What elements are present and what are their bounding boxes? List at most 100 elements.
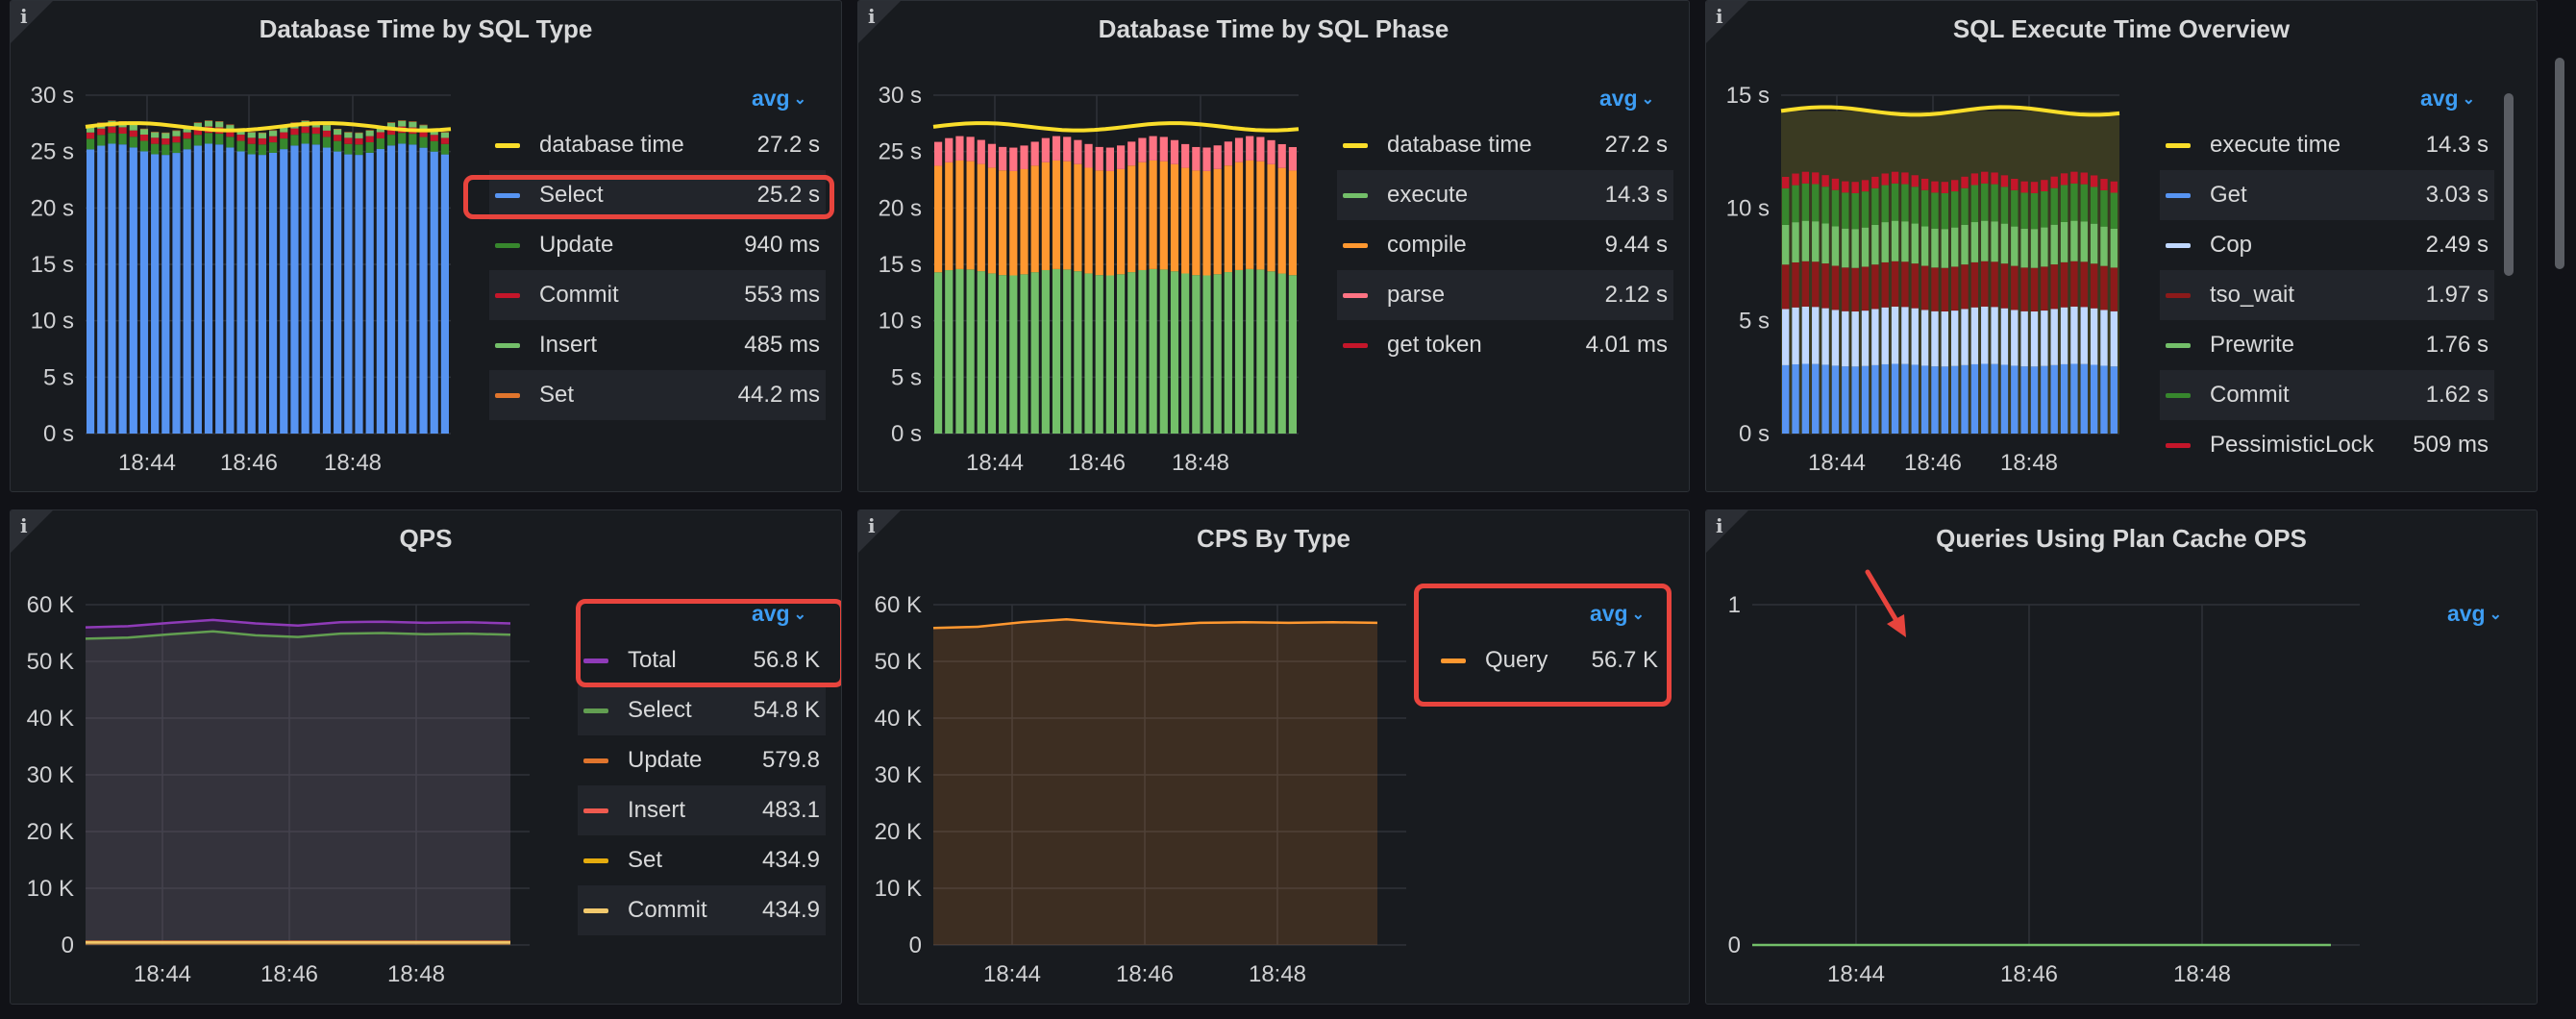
avg-sort-header[interactable]: avg ⌄	[1589, 601, 1645, 626]
bar-segment	[1891, 306, 1899, 364]
legend-item[interactable]: parse 2.12 s	[1337, 270, 1673, 320]
legend-item[interactable]: Get 3.03 s	[2160, 170, 2494, 220]
info-icon[interactable]: i	[20, 514, 28, 537]
bar-segment	[269, 142, 278, 153]
legend-item[interactable]: Query 56.7 K	[1435, 635, 1664, 685]
panel-title[interactable]: Database Time by SQL Type	[259, 14, 593, 43]
info-icon[interactable]: i	[868, 514, 876, 537]
bar-segment	[1246, 268, 1254, 434]
bar-segment	[172, 131, 181, 137]
legend-item[interactable]: Select 25.2 s	[489, 170, 826, 220]
bar-segment	[1041, 162, 1050, 271]
legend-item[interactable]: database time 27.2 s	[489, 120, 826, 170]
legend-item[interactable]: Cop 2.49 s	[2160, 220, 2494, 270]
legend-item[interactable]: Commit 1.62 s	[2160, 370, 2494, 420]
bar-segment	[1117, 145, 1126, 169]
bar-segment	[204, 143, 213, 434]
bar-segment	[966, 161, 975, 270]
bar-segment	[1851, 229, 1859, 268]
chart-database-time-by-sql-phase[interactable]: 0 s 5 s 10 s 15 s 20 s 25 s 30 s 18:44 18:46 18:4…	[858, 68, 1339, 476]
chart-database-time-by-sql-type[interactable]: 0 s 5 s 10 s 15 s 20 s 25 s 30 s 18:44 18:46 18:4…	[11, 68, 491, 476]
bar-segment	[355, 133, 363, 138]
chart-qps[interactable]: 0 10 K 20 K 30 K 40 K 50 K 60 K 18:44 18:46 18:48	[11, 578, 587, 987]
bar-segment	[2000, 364, 2009, 434]
legend-swatch	[2166, 243, 2191, 248]
legend-item[interactable]: Insert 485 ms	[489, 320, 826, 370]
bar-segment	[1812, 184, 1820, 222]
legend-item[interactable]: Select 54.8 K	[578, 685, 826, 735]
bar-segment	[269, 130, 278, 132]
legend-item[interactable]: compile 9.44 s	[1337, 220, 1673, 270]
legend-item[interactable]: Commit 553 ms	[489, 270, 826, 320]
legend-item[interactable]: Update 940 ms	[489, 220, 826, 270]
avg-sort-header[interactable]: avg ⌄	[751, 86, 806, 111]
legend-item[interactable]: Set 434.9	[578, 835, 826, 885]
legend-name: Select	[628, 697, 692, 723]
bar-segment	[1801, 183, 1810, 221]
panel-title[interactable]: Queries Using Plan Cache OPS	[1936, 524, 2307, 553]
info-icon[interactable]: i	[20, 5, 28, 28]
y-tick-label: 10 s	[1726, 195, 1770, 221]
panel-title[interactable]: SQL Execute Time Overview	[1952, 14, 2291, 43]
bar-segment	[1267, 139, 1276, 164]
info-icon[interactable]: i	[1716, 5, 1723, 28]
avg-sort-header[interactable]: avg ⌄	[751, 601, 806, 626]
legend-item[interactable]: PessimisticLock 509 ms	[2160, 420, 2494, 470]
legend-item[interactable]: tso_wait 1.97 s	[2160, 270, 2494, 320]
bar-segment	[1224, 272, 1232, 434]
legend-item[interactable]: execute 14.3 s	[1337, 170, 1673, 220]
bar-segment	[1931, 181, 1939, 193]
bar-segment	[977, 271, 985, 434]
bar-segment	[419, 147, 428, 434]
bar-segment	[2060, 307, 2068, 364]
legend-item[interactable]: Update 579.8	[578, 735, 826, 785]
bar-segment	[1224, 141, 1232, 166]
panel-info-corner[interactable]	[1706, 1, 1748, 43]
legend-name: Commit	[628, 897, 707, 923]
panel-title[interactable]: CPS By Type	[1197, 524, 1350, 553]
chart-queries-using-plan-cache-ops[interactable]: 0 1 18:44 18:46 18:48	[1706, 578, 2379, 987]
info-icon[interactable]: i	[1716, 514, 1723, 537]
legend-item[interactable]: get token 4.01 ms	[1337, 320, 1673, 370]
panel-title[interactable]: Database Time by SQL Phase	[1098, 14, 1449, 43]
legend-value: 56.8 K	[753, 647, 820, 673]
chart-cps-by-type[interactable]: 0 10 K 20 K 30 K 40 K 50 K 60 K 18:44 18:46 18:48	[858, 578, 1435, 987]
y-tick-label: 50 K	[27, 649, 74, 675]
y-tick-label: 10 s	[31, 309, 74, 335]
legend-scrollbar[interactable]	[2504, 93, 2514, 276]
legend-swatch	[1343, 193, 1368, 198]
legend-item[interactable]: database time 27.2 s	[1337, 120, 1673, 170]
bar-segment	[1891, 363, 1899, 434]
info-icon[interactable]: i	[868, 5, 876, 28]
bar-segment	[1991, 221, 1998, 262]
page-scrollbar[interactable]	[2555, 58, 2564, 269]
bar-segment	[280, 149, 288, 435]
bar-segment	[1041, 270, 1050, 434]
avg-sort-header[interactable]: avg ⌄	[1598, 86, 1654, 111]
chart-sql-execute-time-overview[interactable]: 0 s 5 s 10 s 15 s 18:44 18:46 18:48	[1706, 68, 2187, 476]
avg-sort-header[interactable]: avg ⌄	[2419, 86, 2475, 111]
panel-info-corner[interactable]	[11, 1, 53, 43]
legend-item[interactable]: Total 56.8 K	[578, 635, 826, 685]
bar-segment	[1831, 189, 1840, 227]
bar-segment	[1127, 272, 1136, 434]
bar-segment	[193, 145, 202, 434]
avg-sort-header[interactable]: avg ⌄	[2446, 601, 2502, 626]
panel-info-corner[interactable]	[858, 1, 901, 43]
legend-item[interactable]: Prewrite 1.76 s	[2160, 320, 2494, 370]
panel-info-corner[interactable]	[1706, 510, 1748, 553]
bar-segment	[1970, 185, 1979, 223]
bar-segment	[1861, 266, 1870, 311]
legend-swatch	[495, 193, 520, 198]
legend-item[interactable]: execute time 14.3 s	[2160, 120, 2494, 170]
legend-name: get token	[1387, 332, 1482, 358]
panel-info-corner[interactable]	[11, 510, 53, 553]
legend-item[interactable]: Set 44.2 ms	[489, 370, 826, 420]
panel-title[interactable]: QPS	[399, 524, 453, 553]
bar-segment	[365, 130, 374, 131]
legend-item[interactable]: Insert 483.1	[578, 785, 826, 835]
legend-swatch	[583, 708, 608, 713]
bar-segment	[1851, 192, 1859, 230]
panel-info-corner[interactable]	[858, 510, 901, 553]
legend-item[interactable]: Commit 434.9	[578, 885, 826, 935]
